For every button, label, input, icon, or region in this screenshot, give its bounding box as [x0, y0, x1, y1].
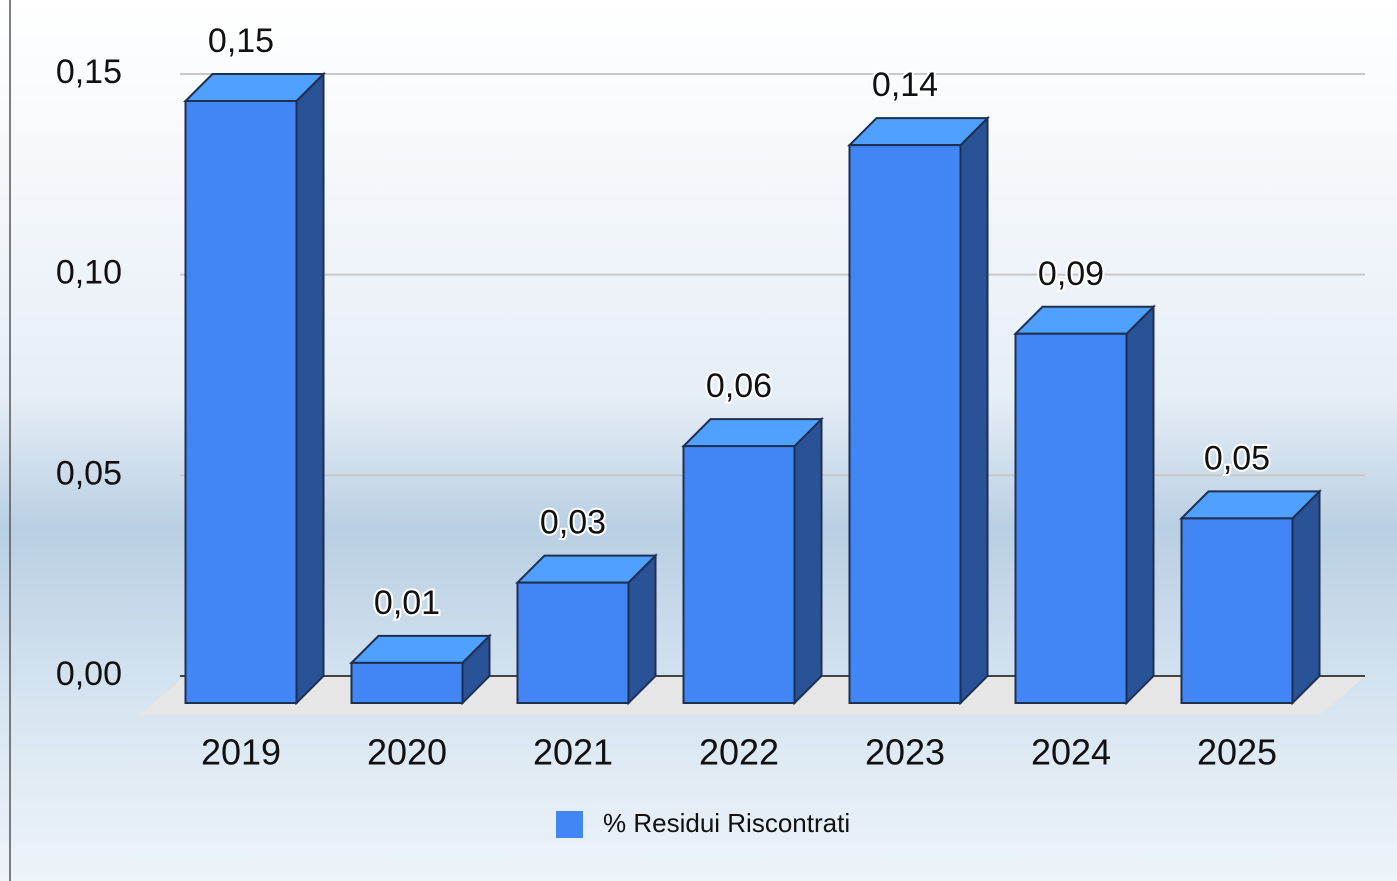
bar-front [350, 661, 464, 704]
bar-side [959, 115, 989, 706]
x-tick-label: 2021 [533, 732, 613, 773]
x-tick-label: 2022 [699, 732, 779, 773]
bar [847, 115, 990, 706]
legend-label: % Residui Riscontrati [603, 808, 850, 838]
legend-swatch [556, 811, 583, 838]
bar [681, 416, 824, 706]
bar-front [1180, 517, 1294, 704]
bar [515, 553, 658, 706]
bar [349, 633, 492, 706]
value-label: 0,03 [540, 504, 606, 542]
bar-front [184, 100, 298, 704]
bar-side [295, 71, 325, 706]
bar [1013, 304, 1156, 706]
y-tick-label: 0,05 [56, 454, 122, 492]
x-tick-label: 2019 [201, 732, 281, 773]
y-tick-label: 0,15 [56, 53, 122, 91]
bar-front [848, 144, 962, 704]
value-label: 0,01 [374, 584, 440, 622]
value-label: 0,15 [208, 22, 274, 60]
value-label: 0,09 [1038, 255, 1104, 293]
value-label: 0,06 [706, 367, 772, 405]
bar-front [682, 445, 796, 704]
x-tick-label: 2025 [1197, 732, 1277, 773]
x-tick-label: 2020 [367, 732, 447, 773]
bar-front [516, 581, 630, 704]
y-tick-label: 0,00 [56, 655, 122, 693]
x-tick-label: 2023 [865, 732, 945, 773]
value-label: 0,14 [872, 66, 938, 104]
x-tick-label: 2024 [1031, 732, 1111, 773]
bar-front [1014, 332, 1128, 704]
bar-side [1125, 304, 1155, 706]
bar [1179, 488, 1322, 706]
value-label: 0,05 [1204, 439, 1270, 477]
bar-side [793, 416, 823, 706]
bar [183, 71, 326, 706]
bar-side [1291, 488, 1321, 706]
y-tick-label: 0,10 [56, 254, 122, 292]
